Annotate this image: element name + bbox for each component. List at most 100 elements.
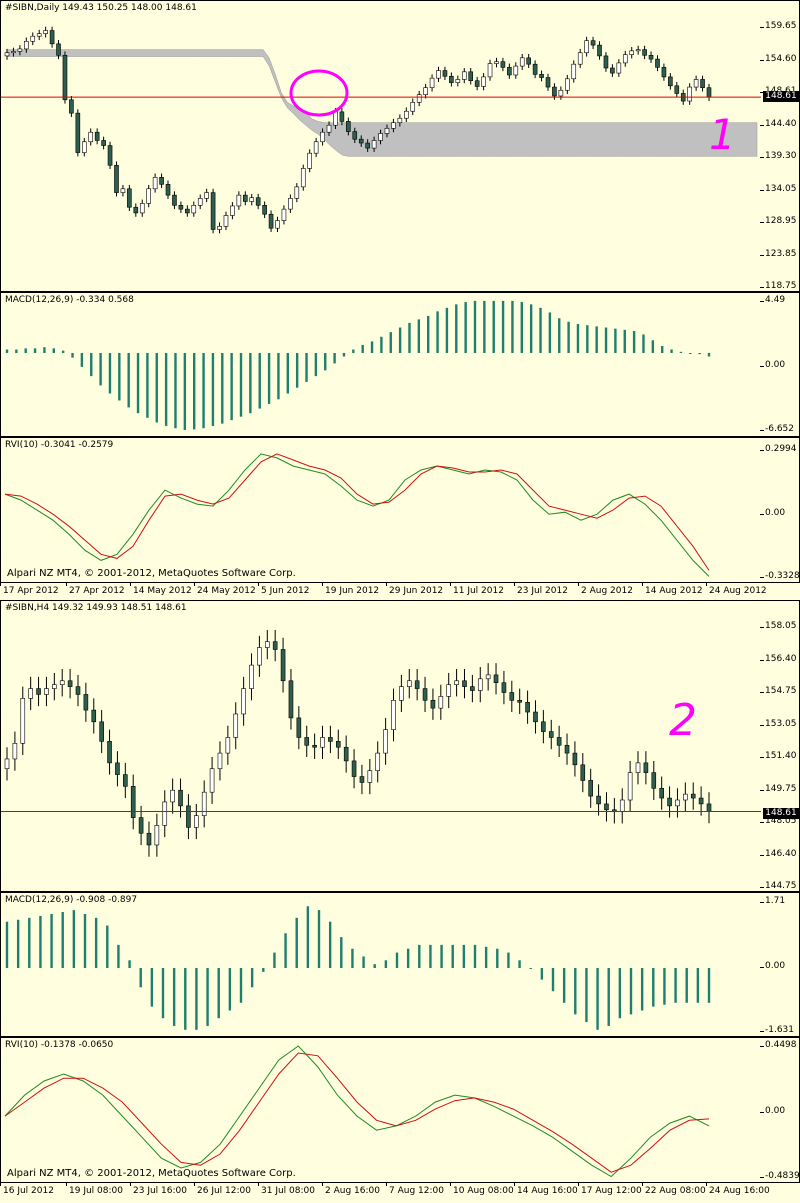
h4-candle-body — [406, 680, 412, 687]
daily-time-label: 19 Jun 2012 — [325, 586, 380, 596]
daily-time-tick — [450, 583, 451, 586]
daily-candle-body — [30, 35, 36, 42]
daily-macd-bar — [651, 340, 655, 353]
daily-macd-bar — [689, 352, 692, 354]
daily-candle-body — [391, 122, 396, 129]
h4-macd-bar — [72, 910, 76, 969]
daily-macd-bar — [333, 352, 336, 364]
h4-time-axis: 16 Jul 2012 19 Jul 08:00 23 Jul 16:00 26 Ju… — [0, 1183, 800, 1203]
daily-macd-bar — [445, 307, 449, 353]
daily-macd-bar — [492, 300, 495, 353]
daily-candle-body — [648, 54, 654, 60]
h4-macd-bar — [250, 968, 254, 988]
h4-macd-bar — [184, 968, 187, 1030]
daily-time-tick — [0, 583, 1, 586]
daily-time-tick — [322, 583, 323, 586]
daily-candle-body — [159, 177, 164, 185]
h4-current-price-tag: 148.61 — [763, 808, 799, 819]
h4-candle-body — [493, 674, 499, 684]
daily-candle-body — [204, 192, 209, 199]
daily-candle-body — [577, 52, 583, 65]
daily-candle-body — [519, 57, 525, 67]
daily-candle-body — [468, 71, 474, 82]
h4-time-tick — [0, 1183, 1, 1186]
daily-macd-bar — [707, 352, 711, 357]
daily-candle-body — [474, 80, 480, 87]
h4-macd-bar — [217, 968, 220, 1019]
daily-price-tick-label: 159.65 — [765, 21, 797, 31]
h4-candle-body — [154, 825, 160, 846]
h4-macd-bar — [663, 968, 666, 1005]
daily-macd-bar — [24, 348, 27, 353]
h4-candle-body — [635, 762, 641, 773]
h4-price-tick-mark — [760, 789, 764, 791]
daily-candle-body — [481, 76, 486, 87]
h4-candle-body — [548, 731, 554, 738]
daily-macd-bar — [15, 349, 18, 353]
h4-candle-body — [4, 758, 10, 770]
daily-macd-bar — [473, 300, 477, 353]
h4-macd-bar — [451, 944, 454, 969]
h4-macd-bar — [507, 952, 510, 969]
daily-price-tick-label: 128.95 — [765, 216, 797, 226]
daily-candle-body — [565, 78, 570, 91]
h4-candle-body — [264, 641, 270, 648]
h4-candle-body — [67, 680, 73, 687]
daily-candle-body — [700, 79, 705, 89]
daily-rvi-signal-line — [4, 453, 710, 571]
daily-annotation-circle — [289, 69, 349, 117]
h4-candle-body — [257, 647, 262, 666]
daily-time-axis: 17 Apr 2012 27 Apr 2012 14 May 2012 24 May … — [0, 583, 800, 603]
daily-price-tick-label: 144.40 — [765, 118, 797, 129]
daily-time-label: 23 Jul 2012 — [517, 586, 568, 596]
daily-macd-bar — [127, 352, 130, 408]
daily-macd-tick-mark — [760, 301, 764, 302]
daily-macd-bar — [623, 329, 626, 353]
h4-macd-bar — [640, 968, 644, 1011]
h4-candle-body — [328, 737, 333, 742]
daily-candle-body — [674, 85, 680, 94]
h4-candle-body — [359, 776, 365, 783]
h4-price-tick-label: 153.05 — [765, 718, 797, 729]
daily-candle-body — [101, 140, 106, 146]
h4-macd-bar — [206, 968, 209, 1026]
daily-rvi-chart — [4, 453, 710, 577]
h4-macd-bar — [562, 968, 566, 1003]
h4-macd-bar — [484, 946, 488, 969]
daily-candle-body — [487, 63, 493, 78]
daily-candle-body — [43, 30, 48, 34]
h4-macd-bar — [351, 948, 354, 969]
h4-candle-body — [517, 700, 522, 703]
h4-macd-bar — [262, 968, 265, 972]
daily-time-tick — [514, 583, 515, 586]
daily-price-tick-mark — [760, 222, 764, 223]
h4-candle-body — [296, 717, 302, 738]
daily-time-tick — [386, 583, 387, 586]
daily-candle-body — [603, 55, 609, 69]
daily-price-tick-label: 118.75 — [765, 281, 797, 291]
daily-candle-body — [24, 41, 29, 50]
h4-candle-body — [28, 688, 33, 699]
h4-rvi-tick-mark — [760, 1046, 764, 1047]
daily-macd-bar — [642, 334, 645, 353]
daily-macd-bar — [267, 352, 271, 404]
h4-candle-body — [485, 674, 491, 680]
h4-macd-bar — [340, 937, 343, 969]
h4-macd-bar — [707, 968, 711, 1003]
daily-macd-bar — [174, 352, 177, 429]
h4-macd-bar — [652, 968, 655, 1007]
daily-candle-body — [358, 138, 364, 144]
daily-candle-body — [320, 131, 325, 143]
h4-candle-body — [130, 786, 136, 818]
h4-price-tick-label: 144.75 — [765, 881, 797, 891]
daily-macd-bar — [436, 311, 439, 353]
h4-candle-body — [446, 684, 452, 697]
daily-candle-body — [107, 145, 113, 166]
daily-macd-bar — [314, 352, 318, 377]
daily-candle-body — [635, 49, 641, 52]
h4-time-label: 10 Aug 08:00 — [453, 1186, 514, 1196]
daily-candle-body — [449, 75, 454, 83]
daily-macd-chart — [5, 300, 711, 430]
h4-macd-bar — [161, 968, 165, 1019]
h4-macd-tick-mark — [760, 902, 764, 903]
